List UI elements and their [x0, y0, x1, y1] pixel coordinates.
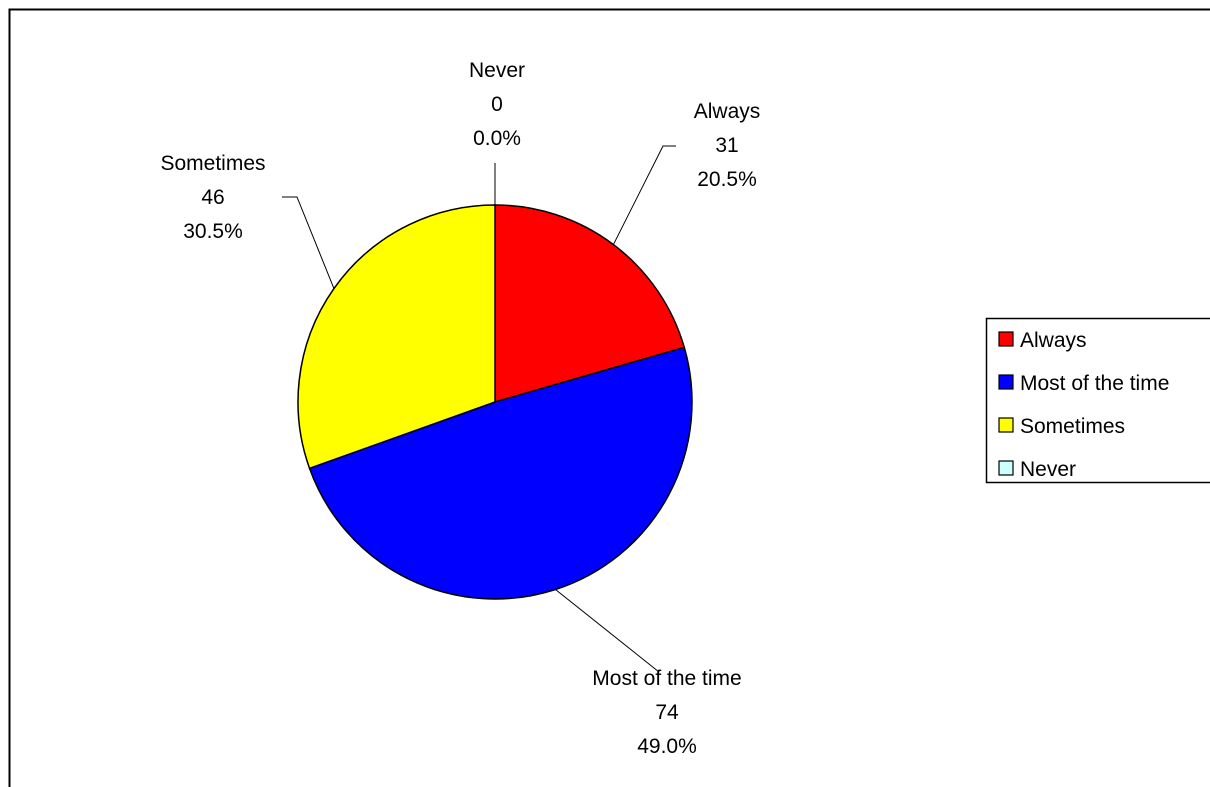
legend-swatch-most-of-the-time	[998, 374, 1014, 390]
leader-lines	[282, 145, 676, 673]
chart-border	[8, 8, 1210, 787]
pie-slice-always	[494, 204, 686, 403]
legend: Always Most of the time Sometimes Never	[998, 329, 1169, 481]
data-labels: Always 31 20.5% Most of the time 74 49.0% Some…	[160, 59, 760, 758]
legend-label-most-of-the-time: Most of the time	[1020, 372, 1169, 395]
legend-label-never: Never	[1020, 458, 1076, 481]
legend-label-sometimes: Sometimes	[1020, 415, 1125, 438]
legend-swatch-always	[998, 331, 1014, 347]
data-label-always: Always 31 20.5%	[694, 100, 761, 191]
data-label-never: Never 0 0.0%	[469, 59, 525, 150]
leader-line-always	[612, 145, 676, 245]
legend-box	[985, 317, 1210, 484]
legend-swatch-never	[998, 460, 1014, 476]
leader-line-sometimes	[282, 196, 335, 289]
pie-slices	[297, 204, 693, 600]
legend-label-always: Always	[1020, 329, 1087, 352]
pie-slice-sometimes	[297, 204, 496, 470]
legend-swatch-sometimes	[998, 417, 1014, 433]
data-label-most-of-the-time: Most of the time 74 49.0%	[592, 667, 741, 758]
pie-slice-most-of-the-time	[308, 346, 693, 600]
leader-line-most-of-the-time	[555, 589, 660, 673]
data-label-sometimes: Sometimes 46 30.5%	[160, 152, 265, 243]
